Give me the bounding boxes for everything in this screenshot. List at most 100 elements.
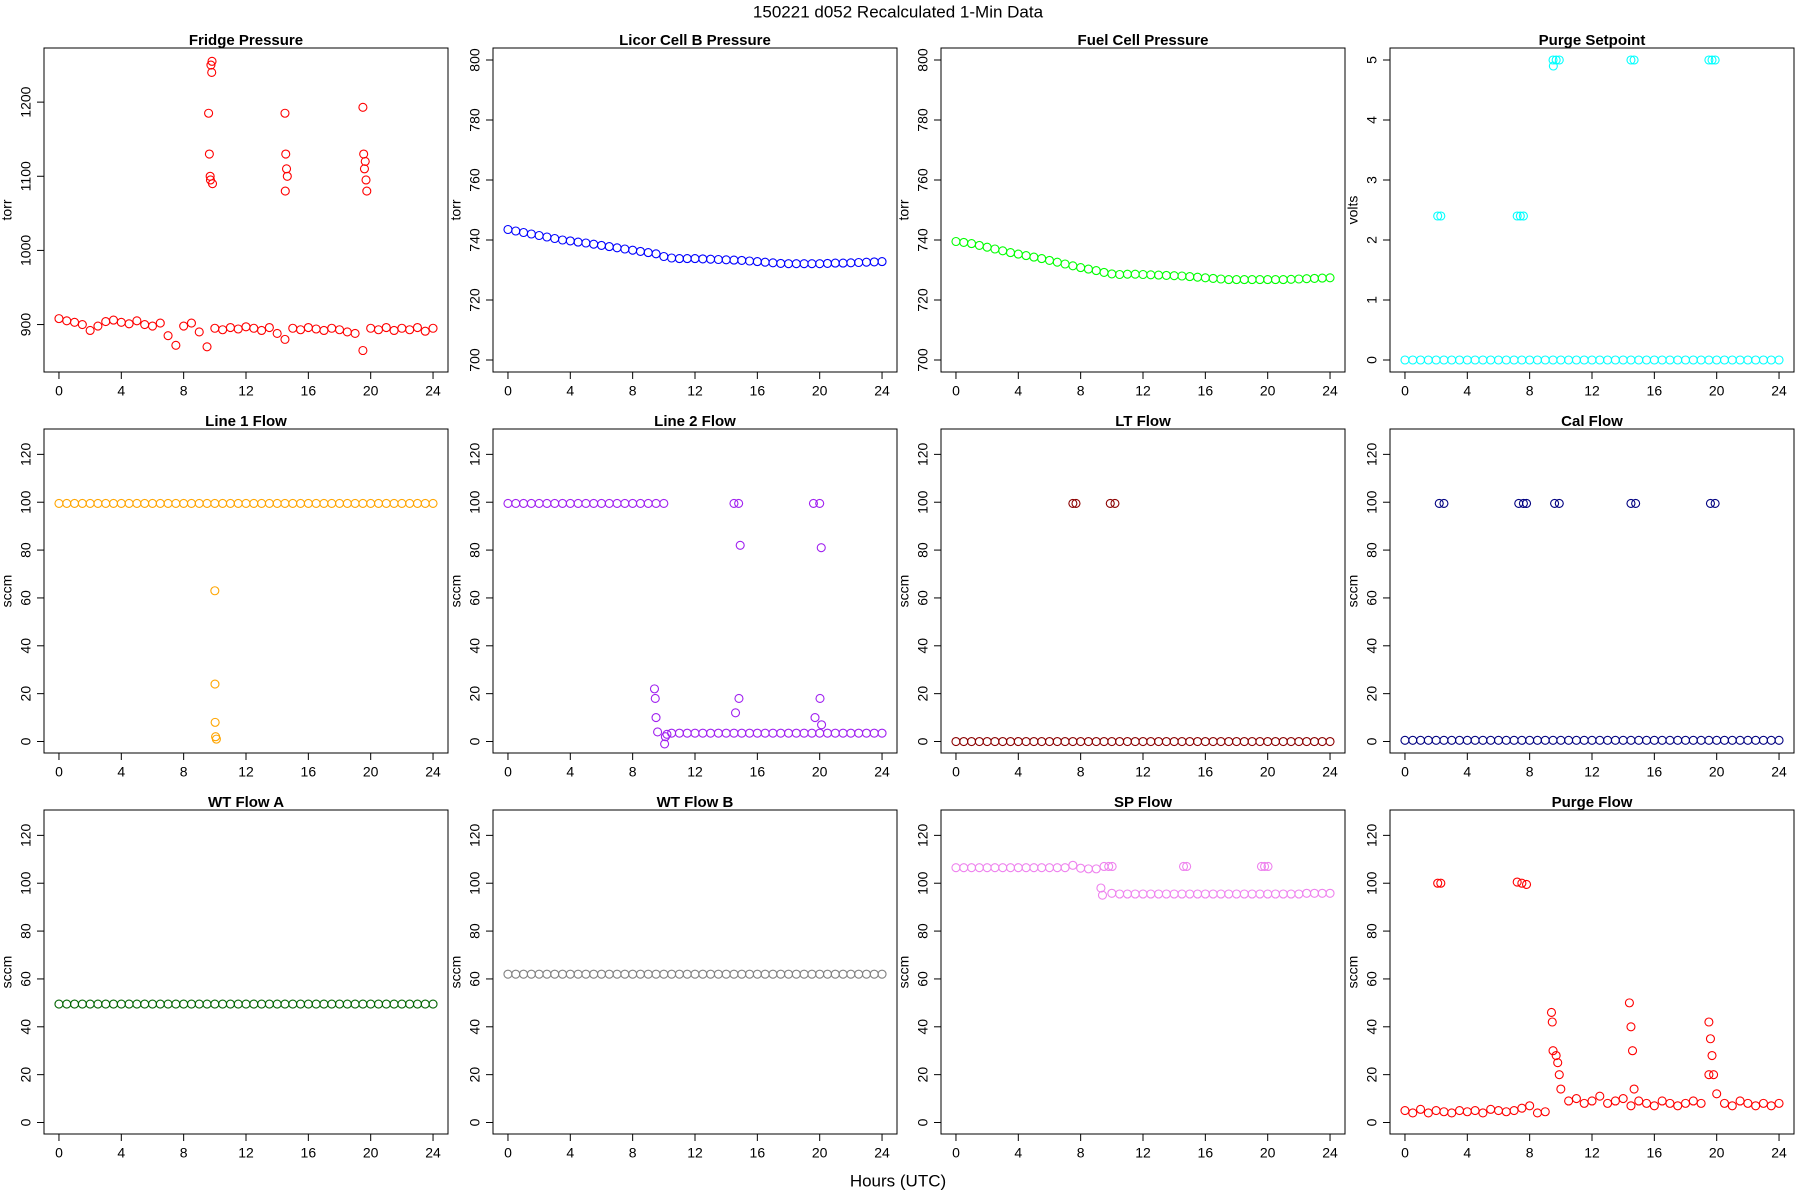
data-point bbox=[1099, 267, 1109, 277]
x-tick-label: 24 bbox=[425, 764, 441, 780]
x-tick-label: 0 bbox=[55, 764, 63, 780]
data-point bbox=[1005, 736, 1016, 747]
data-point bbox=[698, 969, 708, 979]
panel: WT Flow A sccm 0 4 8 12 16 20 24 0 20 40 60 80 100 120 bbox=[0, 794, 449, 1161]
x-tick-label: 8 bbox=[629, 764, 637, 780]
y-tick-label: 0 bbox=[467, 737, 483, 745]
data-point bbox=[342, 327, 352, 337]
panel-title: Line 1 Flow bbox=[205, 413, 287, 430]
data-point bbox=[1704, 1017, 1714, 1027]
y-tick-label: 100 bbox=[1364, 871, 1380, 895]
x-tick-label: 20 bbox=[1260, 383, 1276, 399]
data-point bbox=[959, 736, 969, 747]
data-point bbox=[822, 728, 833, 738]
data-point bbox=[1239, 889, 1249, 899]
data-point bbox=[288, 323, 298, 333]
data-point bbox=[1138, 736, 1148, 747]
data-point bbox=[846, 728, 856, 738]
x-tick-label: 12 bbox=[687, 383, 703, 399]
data-point bbox=[1610, 735, 1620, 745]
x-tick-label: 12 bbox=[238, 1145, 254, 1161]
data-point bbox=[412, 322, 423, 333]
data-point bbox=[202, 999, 212, 1009]
data-point bbox=[1595, 735, 1605, 745]
y-tick-label: 0 bbox=[18, 737, 34, 745]
y-axis-label: sccm bbox=[1345, 956, 1361, 989]
data-point bbox=[511, 226, 521, 236]
data-point bbox=[713, 254, 723, 265]
data-point bbox=[565, 236, 575, 246]
data-point bbox=[1657, 735, 1667, 745]
panel: WT Flow B sccm 0 4 8 12 16 20 24 0 20 40 60 80 100 120 bbox=[448, 794, 898, 1161]
data-point bbox=[1515, 211, 1525, 221]
data-point bbox=[1556, 735, 1566, 745]
data-point bbox=[1270, 889, 1281, 899]
data-point bbox=[659, 969, 669, 979]
data-point bbox=[1587, 1096, 1597, 1106]
data-point bbox=[280, 334, 290, 344]
data-point bbox=[1037, 736, 1047, 747]
data-point bbox=[194, 999, 204, 1009]
data-point bbox=[1029, 736, 1039, 747]
data-point bbox=[1486, 355, 1496, 365]
data-point bbox=[179, 498, 189, 508]
x-tick-label: 20 bbox=[812, 1145, 828, 1161]
data-point bbox=[1263, 889, 1273, 899]
data-point bbox=[210, 717, 220, 727]
data-point bbox=[1493, 735, 1504, 745]
data-point bbox=[1433, 211, 1443, 221]
data-point bbox=[1408, 1108, 1418, 1118]
data-point bbox=[1627, 1046, 1638, 1056]
x-tick-label: 20 bbox=[1260, 1145, 1276, 1161]
data-point bbox=[207, 179, 218, 189]
data-point bbox=[1294, 736, 1304, 747]
data-point bbox=[1587, 735, 1597, 745]
x-tick-label: 16 bbox=[1647, 1145, 1663, 1161]
data-point bbox=[1462, 735, 1472, 745]
x-tick-label: 4 bbox=[117, 383, 125, 399]
data-point bbox=[768, 728, 778, 738]
data-point bbox=[1657, 1096, 1667, 1106]
y-tick-label: 80 bbox=[18, 923, 34, 939]
x-tick-label: 16 bbox=[301, 383, 317, 399]
data-point bbox=[822, 258, 833, 268]
data-point bbox=[241, 498, 251, 508]
data-point bbox=[1060, 736, 1070, 747]
data-point bbox=[1122, 736, 1132, 747]
x-tick-label: 12 bbox=[1584, 383, 1600, 399]
data-point bbox=[1447, 735, 1457, 745]
data-point bbox=[1712, 1089, 1722, 1099]
data-point bbox=[974, 736, 984, 747]
data-point bbox=[604, 969, 614, 979]
y-tick-label: 60 bbox=[1364, 590, 1380, 606]
data-point bbox=[807, 728, 817, 738]
y-axis-label: sccm bbox=[1345, 575, 1361, 608]
data-point bbox=[1423, 1108, 1433, 1118]
data-point bbox=[1224, 275, 1234, 285]
data-point bbox=[327, 323, 337, 333]
y-tick-label: 100 bbox=[467, 871, 483, 895]
data-point bbox=[1626, 498, 1636, 508]
data-point bbox=[1758, 1098, 1769, 1108]
data-point bbox=[518, 227, 529, 238]
data-point bbox=[405, 999, 415, 1009]
data-point bbox=[1286, 274, 1296, 284]
data-point bbox=[225, 322, 235, 333]
panel-title: LT Flow bbox=[1115, 413, 1171, 430]
data-point bbox=[674, 728, 684, 738]
data-point bbox=[108, 315, 119, 325]
data-point bbox=[1115, 889, 1125, 899]
data-point bbox=[1029, 252, 1039, 262]
data-point bbox=[1122, 269, 1132, 279]
data-point bbox=[776, 728, 786, 738]
data-point bbox=[690, 969, 700, 979]
data-point bbox=[861, 257, 872, 267]
y-tick-label: 20 bbox=[915, 686, 931, 702]
data-point bbox=[1704, 735, 1714, 745]
panel: SP Flow sccm 0 4 8 12 16 20 24 0 20 40 60 80 100 120 bbox=[896, 794, 1346, 1161]
data-point bbox=[210, 498, 220, 508]
data-point bbox=[643, 248, 653, 258]
data-point bbox=[1688, 355, 1698, 365]
data-point bbox=[62, 316, 72, 326]
data-point bbox=[649, 684, 660, 694]
